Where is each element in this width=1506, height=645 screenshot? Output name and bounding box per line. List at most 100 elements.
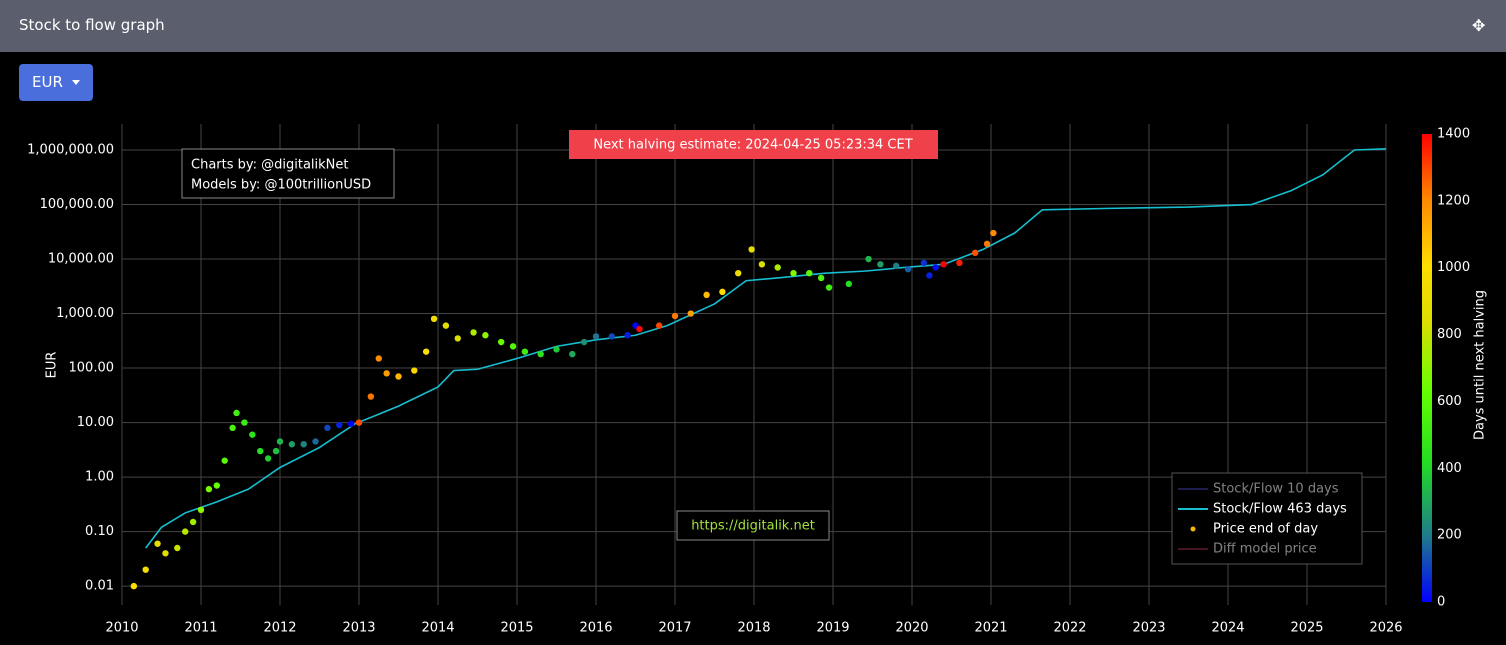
price-point (454, 335, 461, 342)
x-tick-label: 2022 (1053, 621, 1086, 636)
price-point (347, 420, 355, 427)
price-point (624, 332, 631, 339)
price-point (288, 441, 296, 448)
x-tick-label: 2011 (184, 621, 217, 636)
price-point (940, 261, 947, 268)
price-point (983, 240, 991, 248)
price-point (580, 338, 588, 346)
price-point (174, 544, 181, 552)
colorbar-tick-label: 800 (1437, 327, 1462, 342)
price-point (790, 269, 797, 277)
x-tick-label: 2021 (974, 621, 1007, 636)
price-point (774, 264, 781, 271)
y-tick-label: 0.10 (85, 524, 114, 539)
colorbar-tick-label: 200 (1437, 528, 1462, 543)
price-point (865, 255, 872, 263)
price-point (336, 421, 343, 429)
price-point (324, 424, 331, 432)
price-point (825, 284, 833, 291)
price-point (671, 312, 679, 320)
legend-item[interactable]: Price end of day (1190, 522, 1319, 537)
x-tick-label: 2018 (737, 621, 770, 636)
x-tick-label: 2015 (500, 621, 533, 636)
price-point (257, 447, 264, 455)
price-point (592, 333, 600, 340)
price-point (956, 259, 963, 267)
credits-line: Charts by: @digitalikNet (191, 158, 349, 173)
price-point (213, 482, 220, 489)
price-point (312, 438, 319, 445)
price-point (430, 315, 438, 323)
price-point (300, 441, 307, 448)
x-tick-label: 2013 (342, 621, 375, 636)
colorbar-tick-label: 1400 (1437, 127, 1470, 142)
price-point (926, 272, 933, 279)
legend-item[interactable]: Diff model price (1178, 542, 1317, 557)
price-point (498, 338, 505, 346)
y-tick-label: 10.00 (77, 415, 114, 430)
price-point (367, 393, 375, 400)
y-axis-label: EUR (45, 352, 60, 379)
y-tick-label: 100,000.00 (40, 197, 114, 212)
colorbar-tick-label: 400 (1437, 461, 1462, 476)
legend-label: Price end of day (1213, 522, 1318, 537)
price-point (537, 350, 544, 358)
price-point (521, 348, 529, 355)
y-tick-label: 100.00 (69, 361, 115, 376)
price-point (355, 419, 363, 426)
price-point (877, 261, 884, 268)
credits-line: Models by: @100trillionUSD (191, 178, 371, 193)
price-point (272, 447, 280, 455)
price-point (817, 274, 825, 282)
price-point (276, 438, 284, 445)
colorbar-title: Days until next halving (1473, 290, 1488, 440)
price-point (411, 367, 418, 374)
price-point (130, 582, 138, 590)
y-tick-label: 1.00 (85, 470, 114, 485)
price-point (806, 269, 813, 277)
colorbar-tick-label: 1200 (1437, 193, 1470, 208)
url-box (676, 510, 830, 541)
x-tick-label: 2017 (658, 621, 691, 636)
price-point (229, 424, 236, 432)
price-point (990, 229, 997, 237)
x-tick-label: 2016 (579, 621, 612, 636)
price-point (422, 348, 430, 355)
price-point (920, 259, 928, 267)
price-point (748, 246, 755, 253)
colorbar (1422, 134, 1432, 602)
header: Stock to flow graph ✥ (0, 0, 1506, 52)
currency-label: EUR (32, 73, 63, 91)
price-point (249, 431, 256, 438)
y-tick-label: 0.01 (85, 579, 114, 594)
price-point (482, 332, 489, 339)
legend-item[interactable]: Stock/Flow 463 days (1178, 502, 1347, 517)
halving-box (569, 130, 938, 159)
price-point (569, 350, 576, 358)
x-tick-label: 2012 (263, 621, 296, 636)
price-point (205, 485, 213, 493)
price-point (182, 528, 189, 535)
price-point (395, 373, 402, 380)
price-point (608, 333, 615, 340)
legend-label: Stock/Flow 10 days (1213, 482, 1339, 497)
price-point (703, 291, 710, 299)
price-point (375, 355, 382, 362)
price-point (636, 325, 643, 333)
colorbar-tick-label: 600 (1437, 394, 1462, 409)
price-point (687, 310, 694, 317)
y-tick-label: 1,000.00 (56, 306, 114, 321)
x-tick-label: 2020 (895, 621, 928, 636)
legend-label: Diff model price (1213, 542, 1317, 557)
currency-button[interactable]: EUR (19, 64, 93, 101)
move-icon[interactable]: ✥ (1472, 16, 1486, 35)
legend-item[interactable]: Stock/Flow 10 days (1178, 482, 1339, 497)
price-point (553, 346, 560, 353)
price-point (509, 343, 517, 350)
y-tick-label: 1,000,000.00 (27, 143, 114, 158)
x-tick-label: 2024 (1211, 621, 1244, 636)
price-point (189, 518, 197, 526)
price-point (154, 540, 161, 547)
